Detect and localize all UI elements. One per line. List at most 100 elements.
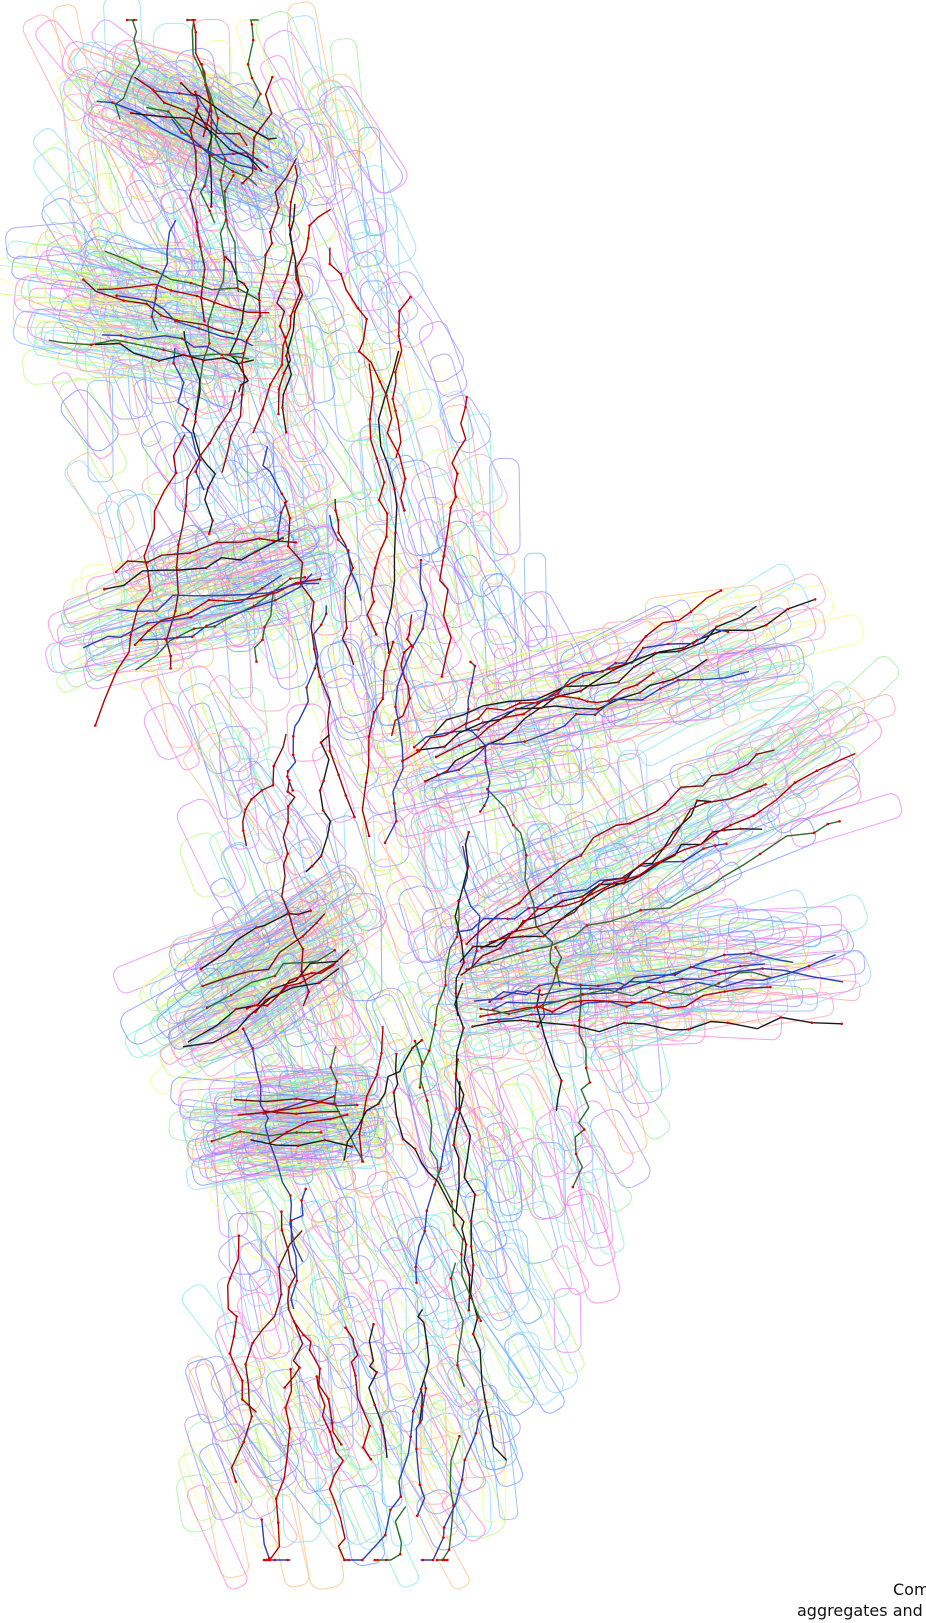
aggregate-outline [236,18,284,132]
node-marker [308,224,311,227]
node-marker [511,930,514,934]
aggregate-outline [304,949,379,1046]
aggregate-outline [624,942,689,988]
aggregate-outline [531,1142,566,1219]
aggregate-outline [329,110,360,186]
node-marker [357,350,361,353]
node-marker [511,823,515,827]
node-marker [174,471,178,475]
aggregate-outline [592,611,676,666]
branch-track [293,1320,342,1445]
aggregate-outline [52,4,89,81]
node-marker [428,1049,431,1052]
node-marker [447,1548,451,1552]
node-marker [319,623,323,627]
node-marker [661,680,665,684]
node-marker [283,335,286,339]
node-marker [393,488,396,491]
aggregate-outline [121,529,198,586]
aggregate-outline [221,552,318,599]
node-marker [324,612,328,616]
node-marker [409,1435,413,1439]
aggregate-outline [183,77,275,145]
aggregate-outline [219,421,271,484]
node-marker [197,104,200,108]
aggregate-outline [225,551,356,627]
aggregate-outline [510,839,630,932]
aggregate-outline [477,1413,524,1487]
aggregate-outline [190,355,229,419]
node-marker [425,1099,429,1102]
branch-track [252,208,332,434]
node-marker [274,598,277,602]
node-marker [294,541,298,544]
aggregate-outline [135,568,206,616]
aggregate-outline [292,262,345,325]
aggregate-outline [438,390,503,505]
node-marker [717,982,721,985]
node-marker [204,124,208,127]
node-marker [244,1363,247,1366]
node-marker [392,1091,396,1094]
aggregate-outline [480,775,521,885]
node-marker [452,1223,456,1227]
node-marker [793,781,797,784]
node-marker [807,964,811,968]
node-marker [262,1558,266,1562]
node-marker [333,948,337,952]
aggregate-outline [440,850,550,930]
aggregate-outline [119,563,208,624]
aggregate-outline [348,726,487,776]
node-marker [300,969,303,973]
aggregate-outline [62,573,154,625]
node-marker [525,853,528,857]
node-marker [194,90,197,94]
node-marker [651,854,655,857]
branch-track [466,820,840,971]
node-marker [235,286,239,290]
aggregate-outline [677,743,746,803]
node-marker [288,1427,292,1430]
aggregate-outline [344,219,391,312]
node-marker [434,755,438,759]
node-marker [132,18,136,22]
node-marker [163,637,167,641]
node-marker [433,1023,437,1027]
aggregate-outline [405,1275,427,1373]
node-marker [641,862,644,866]
aggregate-outline [330,38,366,141]
node-marker [354,1374,357,1377]
node-marker [246,63,250,66]
node-marker [381,697,385,700]
aggregate-outline [436,446,484,507]
node-marker [353,815,356,819]
node-marker [383,1533,387,1537]
node-marker [202,275,205,279]
aggregate-outline [421,1362,479,1434]
node-marker [275,1111,279,1114]
aggregate-outline [377,755,432,849]
node-marker [347,549,350,552]
branch-track [262,446,288,541]
aggregate-outline [286,15,328,118]
aggregate-outline [61,568,190,633]
branch-track [247,19,262,109]
node-marker [350,1145,354,1148]
aggregate-outline [463,727,570,774]
aggregate-outline [197,247,321,297]
aggregate-outline [618,749,649,854]
node-marker [210,190,213,194]
aggregate-outline [203,160,284,207]
node-marker [367,834,371,838]
branch-track [230,1230,303,1482]
node-marker [253,1004,256,1007]
node-marker [386,512,389,515]
aggregate-outline [631,904,745,943]
aggregate-outline [383,903,420,965]
node-marker [457,1108,461,1112]
branch-track [414,1040,482,1322]
aggregate-outline [294,1477,345,1590]
aggregate-outline [434,1377,501,1453]
node-marker [711,830,714,834]
node-marker [536,1025,540,1028]
